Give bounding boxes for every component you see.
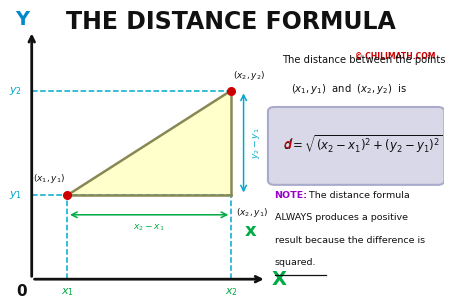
Text: The distance between the points: The distance between the points xyxy=(282,55,446,65)
Text: NOTE:: NOTE: xyxy=(274,191,308,200)
Text: $(x_2,y_1)$: $(x_2,y_1)$ xyxy=(236,206,268,219)
Text: THE DISTANCE FORMULA: THE DISTANCE FORMULA xyxy=(66,10,396,34)
Text: $(x_1,y_1)$: $(x_1,y_1)$ xyxy=(33,172,65,185)
Text: result because the difference is: result because the difference is xyxy=(274,236,425,245)
Text: $y_1$: $y_1$ xyxy=(9,189,22,201)
Text: © CHILIMATH.COM: © CHILIMATH.COM xyxy=(355,52,435,61)
FancyBboxPatch shape xyxy=(268,107,444,185)
Text: $x_2 - x_1$: $x_2 - x_1$ xyxy=(133,222,165,233)
Text: $x_2$: $x_2$ xyxy=(225,286,237,298)
Text: X: X xyxy=(272,270,287,289)
Text: $d = \sqrt{(x_2-x_1)^2+(y_2-y_1)^2}$: $d = \sqrt{(x_2-x_1)^2+(y_2-y_1)^2}$ xyxy=(283,133,443,155)
Text: 0: 0 xyxy=(17,284,27,299)
Polygon shape xyxy=(67,91,231,195)
Text: x: x xyxy=(245,222,256,240)
Text: $y_2 - y_1$: $y_2 - y_1$ xyxy=(251,127,262,159)
Text: $(x_2,y_2)$: $(x_2,y_2)$ xyxy=(233,68,265,82)
Text: $(x_1,y_1)$  and  $(x_2,y_2)$  is: $(x_1,y_1)$ and $(x_2,y_2)$ is xyxy=(291,82,407,95)
Text: squared.: squared. xyxy=(274,258,316,267)
Text: $x_1$: $x_1$ xyxy=(61,286,74,298)
Text: Y: Y xyxy=(15,10,29,29)
Text: $y_2$: $y_2$ xyxy=(9,85,22,97)
Text: ALWAYS produces a positive: ALWAYS produces a positive xyxy=(274,213,408,222)
Text: $\mathit{d}$: $\mathit{d}$ xyxy=(283,138,294,152)
Text: The distance formula: The distance formula xyxy=(307,191,410,200)
